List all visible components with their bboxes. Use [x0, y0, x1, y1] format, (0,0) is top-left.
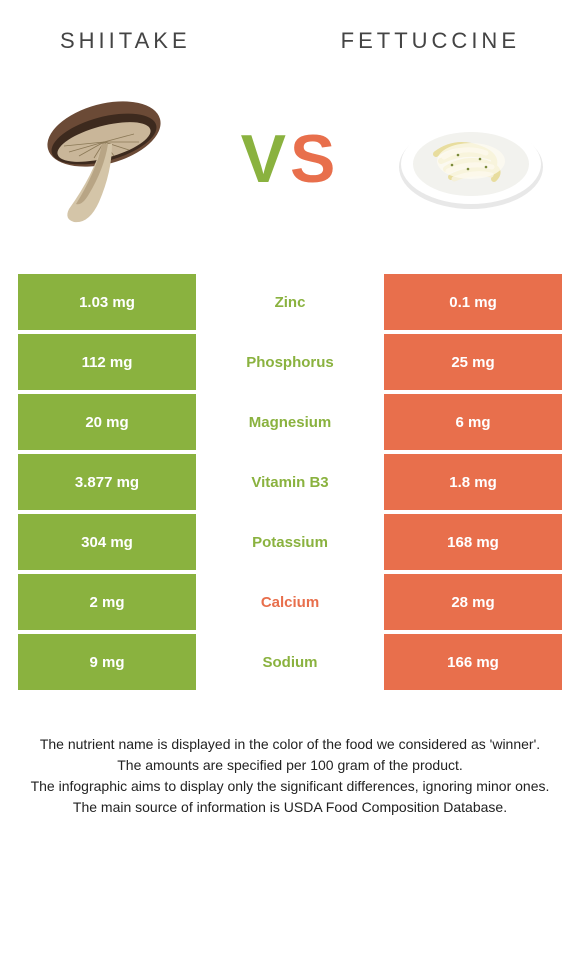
- nutrient-name: Phosphorus: [196, 334, 384, 390]
- right-value: 166 mg: [384, 634, 562, 690]
- nutrient-name: Potassium: [196, 514, 384, 570]
- nutrient-name: Magnesium: [196, 394, 384, 450]
- right-value: 6 mg: [384, 394, 562, 450]
- left-food-title: SHIITAKE: [60, 28, 191, 54]
- footer-notes: The nutrient name is displayed in the co…: [0, 694, 580, 818]
- left-value: 3.877 mg: [18, 454, 196, 510]
- vs-s: S: [290, 120, 339, 198]
- left-value: 2 mg: [18, 574, 196, 630]
- mushroom-icon: [34, 84, 184, 234]
- right-food-title: FETTUCCINE: [341, 28, 520, 54]
- right-value: 0.1 mg: [384, 274, 562, 330]
- left-food-image: [24, 74, 194, 244]
- right-value: 25 mg: [384, 334, 562, 390]
- table-row: 20 mgMagnesium6 mg: [18, 394, 562, 450]
- table-row: 1.03 mgZinc0.1 mg: [18, 274, 562, 330]
- nutrient-name: Calcium: [196, 574, 384, 630]
- header: SHIITAKE FETTUCCINE: [0, 0, 580, 74]
- table-row: 2 mgCalcium28 mg: [18, 574, 562, 630]
- footer-line: The amounts are specified per 100 gram o…: [22, 755, 558, 776]
- left-value: 112 mg: [18, 334, 196, 390]
- vs-v: V: [241, 120, 290, 198]
- nutrient-name: Sodium: [196, 634, 384, 690]
- nutrient-name: Vitamin B3: [196, 454, 384, 510]
- table-row: 3.877 mgVitamin B31.8 mg: [18, 454, 562, 510]
- footer-line: The infographic aims to display only the…: [22, 776, 558, 797]
- left-value: 9 mg: [18, 634, 196, 690]
- table-row: 112 mgPhosphorus25 mg: [18, 334, 562, 390]
- right-food-image: [386, 74, 556, 244]
- left-value: 20 mg: [18, 394, 196, 450]
- vs-label: VS: [241, 120, 340, 198]
- table-row: 9 mgSodium166 mg: [18, 634, 562, 690]
- right-value: 168 mg: [384, 514, 562, 570]
- left-value: 304 mg: [18, 514, 196, 570]
- nutrient-name: Zinc: [196, 274, 384, 330]
- footer-line: The main source of information is USDA F…: [22, 797, 558, 818]
- footer-line: The nutrient name is displayed in the co…: [22, 734, 558, 755]
- pasta-icon: [396, 99, 546, 219]
- right-value: 1.8 mg: [384, 454, 562, 510]
- table-row: 304 mgPotassium168 mg: [18, 514, 562, 570]
- right-value: 28 mg: [384, 574, 562, 630]
- left-value: 1.03 mg: [18, 274, 196, 330]
- nutrient-table: 1.03 mgZinc0.1 mg112 mgPhosphorus25 mg20…: [0, 274, 580, 690]
- hero: VS: [0, 74, 580, 274]
